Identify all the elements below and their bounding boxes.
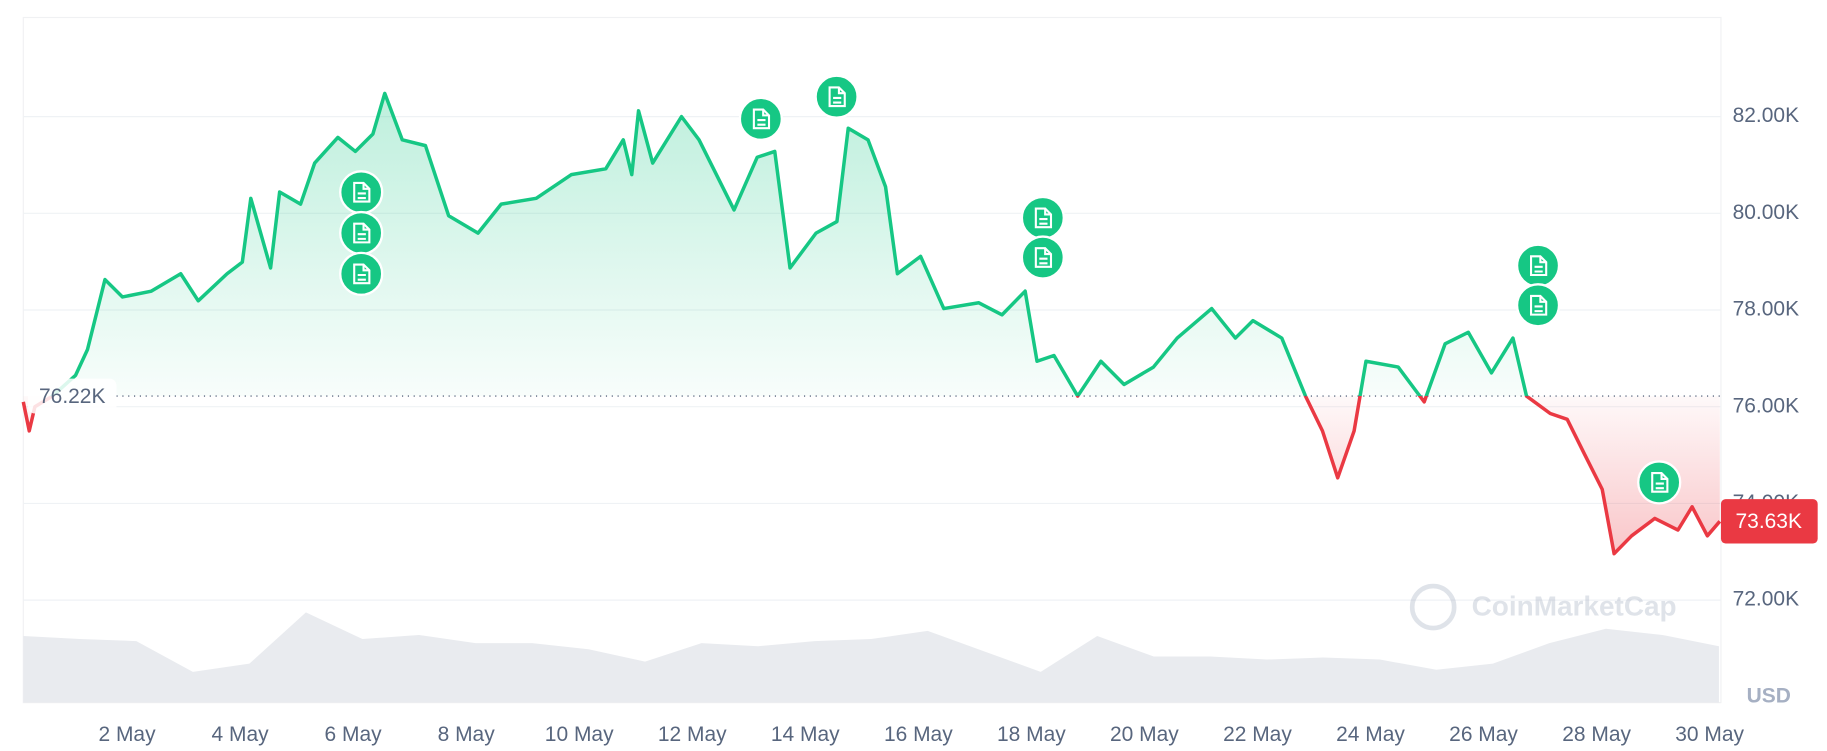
news-icon[interactable]	[1020, 235, 1065, 280]
watermark-text: CoinMarketCap	[1472, 591, 1677, 622]
watermark: CoinMarketCap	[1409, 583, 1677, 631]
y-tick-label: 72.00K	[1733, 588, 1799, 611]
x-tick-label: 26 May	[1449, 723, 1518, 746]
news-icon[interactable]	[339, 210, 384, 256]
x-tick-label: 12 May	[658, 723, 727, 746]
x-tick-label: 16 May	[884, 723, 953, 746]
news-icon[interactable]	[814, 74, 859, 119]
x-tick-label: 4 May	[212, 723, 270, 746]
current-price-label: 73.63K	[1736, 510, 1802, 533]
price-line	[21, 91, 1722, 556]
news-icon[interactable]	[1637, 460, 1682, 505]
news-icon[interactable]	[1515, 283, 1561, 328]
volume-area	[23, 612, 1719, 703]
x-tick-label: 6 May	[325, 723, 383, 746]
news-icon[interactable]	[1020, 195, 1065, 241]
x-tick-label: 18 May	[997, 723, 1066, 746]
news-icon[interactable]	[339, 170, 384, 215]
x-tick-label: 20 May	[1110, 723, 1179, 746]
x-tick-label: 30 May	[1675, 723, 1744, 746]
y-tick-label: 78.00K	[1733, 298, 1799, 321]
y-tick-label: 80.00K	[1733, 201, 1799, 224]
x-tick-label: 28 May	[1562, 723, 1631, 746]
price-area	[23, 93, 1720, 554]
baseline-label: 76.22K	[39, 385, 105, 408]
x-tick-label: 14 May	[771, 723, 840, 746]
x-tick-label: 2 May	[98, 723, 156, 746]
news-icon[interactable]	[738, 96, 784, 142]
news-icon[interactable]	[339, 251, 384, 296]
watermark-logo	[1409, 583, 1457, 631]
baseline-label-bg	[27, 378, 117, 414]
y-tick-label: 82.00K	[1733, 104, 1799, 127]
currency-label: USD	[1747, 684, 1791, 707]
x-tick-label: 22 May	[1223, 723, 1292, 746]
x-tick-label: 24 May	[1336, 723, 1405, 746]
x-tick-label: 8 May	[438, 723, 496, 746]
y-tick-label: 76.00K	[1733, 394, 1799, 417]
current-price-box	[1720, 499, 1818, 544]
news-icon[interactable]	[1515, 243, 1561, 288]
x-tick-label: 10 May	[545, 723, 614, 746]
